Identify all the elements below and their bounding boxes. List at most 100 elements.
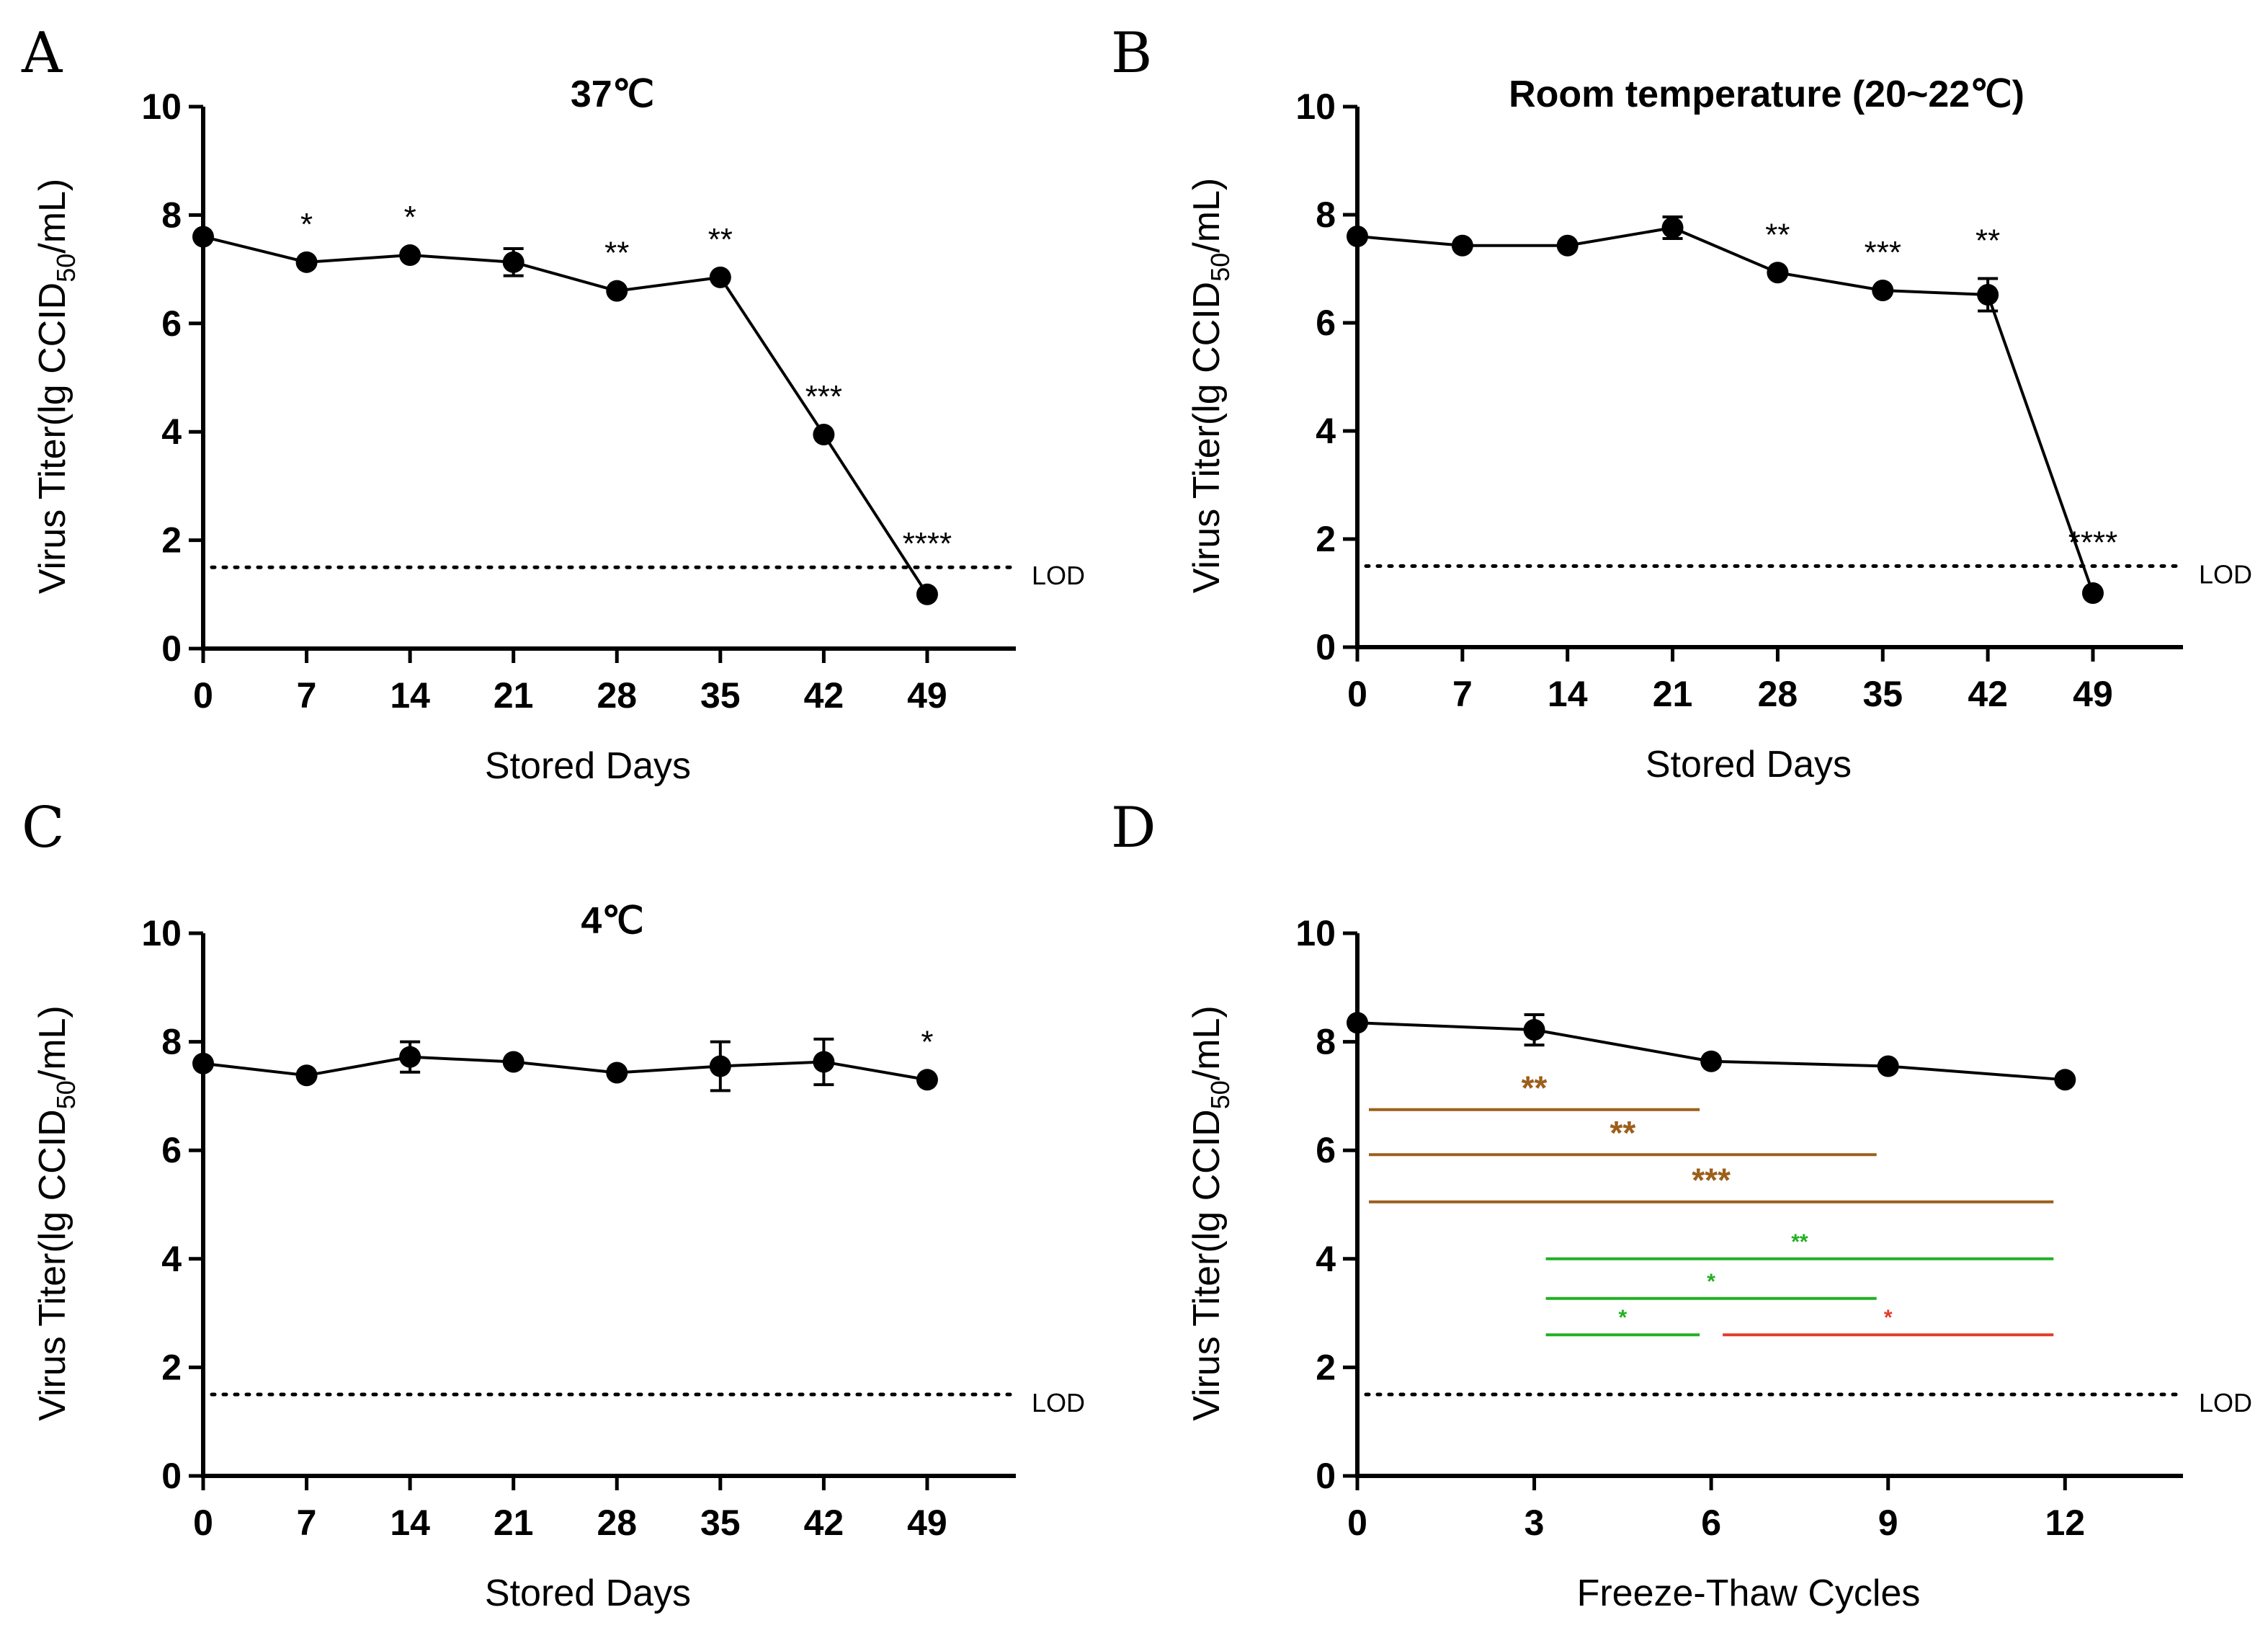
x-tick-label: 42 <box>1968 674 2008 714</box>
significance-label: ** <box>1975 223 2000 259</box>
x-axis-label: Stored Days <box>485 1572 691 1614</box>
y-tick-label: 0 <box>161 628 182 669</box>
significance-label: **** <box>2068 525 2118 561</box>
data-point <box>1767 262 1789 284</box>
x-tick-label: 3 <box>1524 1503 1545 1543</box>
y-tick-label: 6 <box>161 303 182 344</box>
lod-label: LOD <box>2199 560 2252 589</box>
data-point <box>813 1051 835 1073</box>
x-tick-label: 7 <box>297 675 317 716</box>
y-axis-label: Virus Titer(lg CCID50/mL) <box>32 179 81 595</box>
data-point <box>399 244 421 267</box>
y-tick-label: 8 <box>161 195 182 235</box>
significance-label: ** <box>708 222 733 257</box>
series-line <box>1357 226 2094 594</box>
y-axis-label: Virus Titer(lg CCID50/mL) <box>1186 1005 1235 1421</box>
x-tick-label: 35 <box>700 675 741 716</box>
data-point <box>1347 1012 1368 1034</box>
x-tick-label: 7 <box>1452 674 1473 714</box>
x-tick-label: 14 <box>390 675 430 716</box>
data-point <box>1347 226 1368 247</box>
panel-d: D 0 2 4 6 8 10 0 3 6 9 12 Freeze-Thaw Cycles Virus Ti… <box>1111 796 2252 1614</box>
series-line <box>202 1055 928 1082</box>
y-tick-label: 10 <box>141 86 182 127</box>
data-point <box>399 1046 421 1068</box>
data-point <box>709 266 731 288</box>
significance-label: *** <box>805 379 842 414</box>
x-tick-label: 0 <box>193 1503 213 1543</box>
data-point <box>1877 1055 1899 1077</box>
x-tick-label: 0 <box>193 675 213 716</box>
data-point <box>606 1062 628 1084</box>
panel-b: B Room temperature (20~22℃) 0 2 4 6 8 10 0 7 14 21 2… <box>1111 21 2252 786</box>
data-point <box>1977 284 1999 306</box>
data-point <box>916 583 938 605</box>
y-tick-label: 4 <box>1316 1239 1336 1279</box>
y-tick-label: 8 <box>1316 195 1336 235</box>
y-tick-label: 6 <box>161 1130 182 1170</box>
x-tick-label: 21 <box>494 675 534 716</box>
panel-letter: D <box>1111 796 1156 860</box>
significance-label: * <box>300 207 313 242</box>
x-tick-label: 35 <box>700 1503 741 1543</box>
data-point <box>192 226 214 248</box>
data-point <box>1556 234 1579 257</box>
y-tick-label: 2 <box>1316 1347 1336 1387</box>
y-tick-label: 10 <box>1295 86 1336 127</box>
significance-label: ** <box>1765 217 1790 252</box>
panel-letter: A <box>21 21 63 86</box>
data-point <box>502 251 524 273</box>
x-tick-label: 49 <box>907 1503 947 1543</box>
data-point <box>1872 280 1894 301</box>
data-point <box>813 423 835 445</box>
data-point <box>295 251 318 273</box>
y-tick-label: 8 <box>161 1022 182 1062</box>
x-tick-label: 14 <box>1548 674 1588 714</box>
x-axis-label: Stored Days <box>485 745 691 787</box>
panel-c: C 4℃ 0 2 4 6 8 10 0 7 14 21 28 35 42 49 Stored Days Virus… <box>22 796 1085 1614</box>
y-tick-label: 0 <box>1316 627 1336 667</box>
x-tick-label: 12 <box>2045 1503 2085 1543</box>
y-tick-label: 10 <box>141 913 182 953</box>
y-tick-label: 10 <box>1295 913 1336 953</box>
significance-bracket-label: ** <box>1791 1230 1808 1254</box>
y-tick-label: 0 <box>161 1456 182 1496</box>
lod-label: LOD <box>1032 1388 1085 1418</box>
x-tick-label: 14 <box>390 1503 430 1543</box>
significance-label: ** <box>604 236 629 271</box>
panel-a: A 37℃ 0 2 4 6 8 10 0 7 14 21 28 35 42 49 Stored Days Viru… <box>21 21 1085 787</box>
y-axis-label: Virus Titer(lg CCID50/mL) <box>1186 178 1235 594</box>
significance-label: * <box>921 1024 933 1059</box>
significance-label: **** <box>903 526 952 561</box>
x-tick-label: 0 <box>1347 1503 1367 1543</box>
x-tick-label: 28 <box>1758 674 1798 714</box>
y-tick-label: 2 <box>161 520 182 561</box>
x-tick-label: 9 <box>1878 1503 1898 1543</box>
x-tick-label: 28 <box>597 1503 637 1543</box>
significance-bracket-label: *** <box>1692 1162 1731 1199</box>
data-point <box>709 1055 731 1077</box>
chart-title: 4℃ <box>581 900 643 942</box>
significance-bracket-label: * <box>1884 1306 1893 1330</box>
data-point <box>916 1069 938 1091</box>
x-axis-label: Stored Days <box>1646 744 1852 786</box>
y-tick-label: 2 <box>1316 519 1336 559</box>
x-tick-label: 28 <box>597 675 637 716</box>
y-tick-label: 8 <box>1316 1022 1336 1062</box>
data-point <box>2054 1069 2076 1091</box>
significance-bracket-label: ** <box>1610 1114 1635 1152</box>
data-point <box>1661 217 1684 239</box>
data-point <box>606 280 628 302</box>
data-point <box>1700 1050 1723 1072</box>
data-point <box>1523 1019 1545 1041</box>
significance-bracket-label: ** <box>1522 1069 1548 1107</box>
data-point <box>1451 234 1473 257</box>
x-tick-label: 42 <box>804 1503 844 1543</box>
x-tick-label: 21 <box>494 1503 534 1543</box>
significance-label: *** <box>1865 235 1901 270</box>
panel-letter: C <box>22 796 65 860</box>
y-tick-label: 6 <box>1316 1130 1336 1170</box>
x-tick-label: 49 <box>2073 674 2113 714</box>
significance-bracket-label: * <box>1619 1306 1628 1330</box>
series-line <box>202 235 929 595</box>
